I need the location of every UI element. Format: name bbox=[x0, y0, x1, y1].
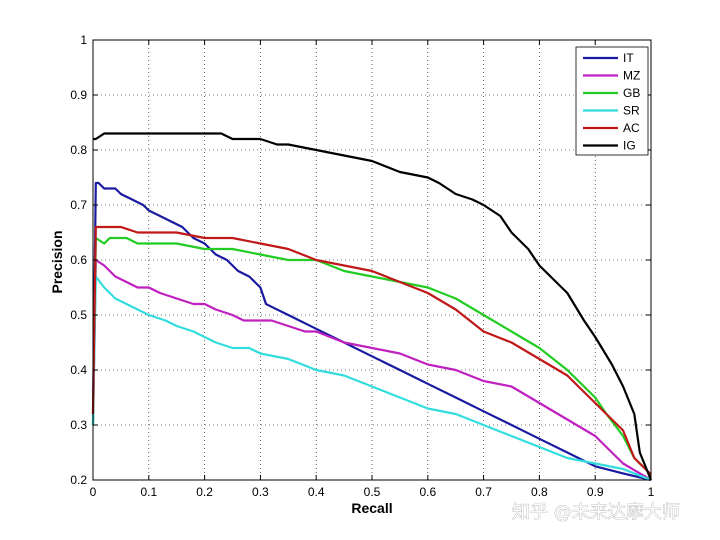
legend-item-ig: IG bbox=[583, 139, 636, 153]
y-tick-label: 0.9 bbox=[70, 88, 87, 102]
legend-label: IT bbox=[623, 51, 634, 65]
y-tick-label: 0.8 bbox=[70, 143, 87, 157]
y-tick-label: 0.7 bbox=[70, 198, 87, 212]
y-tick-label: 0.5 bbox=[70, 308, 87, 322]
legend-items: IT MZ GB SR AC IG bbox=[583, 51, 640, 153]
legend-label: SR bbox=[623, 104, 640, 118]
y-tick-label: 0.4 bbox=[70, 363, 87, 377]
x-tick-label: 0 bbox=[90, 485, 97, 499]
x-tick-label: 0.8 bbox=[531, 485, 548, 499]
series-line-ig bbox=[93, 132, 653, 481]
legend-item-gb: GB bbox=[583, 86, 640, 100]
y-tick-labels: 0.2 0.3 0.4 0.5 0.6 0.7 0.8 0.9 1 bbox=[70, 33, 87, 487]
x-tick-label: 0.9 bbox=[587, 485, 604, 499]
plot-area bbox=[91, 39, 653, 482]
series-line-sr bbox=[91, 275, 652, 482]
series-line-ac bbox=[91, 225, 652, 476]
y-tick-label: 0.2 bbox=[70, 473, 87, 487]
y-tick-label: 0.3 bbox=[70, 418, 87, 432]
y-tick-label: 0.6 bbox=[70, 253, 87, 267]
x-axis-label: Recall bbox=[351, 500, 392, 516]
x-tick-label: 0.6 bbox=[419, 485, 436, 499]
legend-item-it: IT bbox=[583, 51, 634, 65]
watermark: 知乎 @未来达摩大师 bbox=[512, 502, 680, 523]
y-tick-label: 1 bbox=[80, 33, 87, 47]
x-tick-labels: 0 0.1 0.2 0.3 0.4 0.5 0.6 0.7 0.8 0.9 1 bbox=[90, 485, 655, 499]
legend: IT MZ GB SR AC IG bbox=[575, 46, 649, 156]
series-line-gb bbox=[91, 236, 652, 476]
x-tick-label: 0.4 bbox=[308, 485, 325, 499]
x-tick-label: 0.1 bbox=[140, 485, 157, 499]
x-tick-label: 0.5 bbox=[364, 485, 381, 499]
x-tick-label: 0.3 bbox=[252, 485, 269, 499]
series-layer bbox=[91, 132, 653, 482]
legend-item-ac: AC bbox=[583, 121, 640, 135]
x-tick-label: 1 bbox=[648, 485, 655, 499]
legend-label: IG bbox=[623, 139, 636, 153]
ticks bbox=[92, 39, 652, 481]
series-line-it bbox=[91, 181, 652, 482]
y-axis-label: Precision bbox=[49, 230, 65, 293]
x-tick-label: 0.2 bbox=[196, 485, 213, 499]
legend-box bbox=[575, 46, 649, 156]
series-line-mz bbox=[91, 258, 652, 481]
legend-item-mz: MZ bbox=[583, 69, 640, 83]
x-tick-label: 0.7 bbox=[475, 485, 492, 499]
legend-label: GB bbox=[623, 86, 640, 100]
legend-label: AC bbox=[623, 121, 640, 135]
legend-label: MZ bbox=[623, 69, 640, 83]
legend-item-sr: SR bbox=[583, 104, 640, 118]
